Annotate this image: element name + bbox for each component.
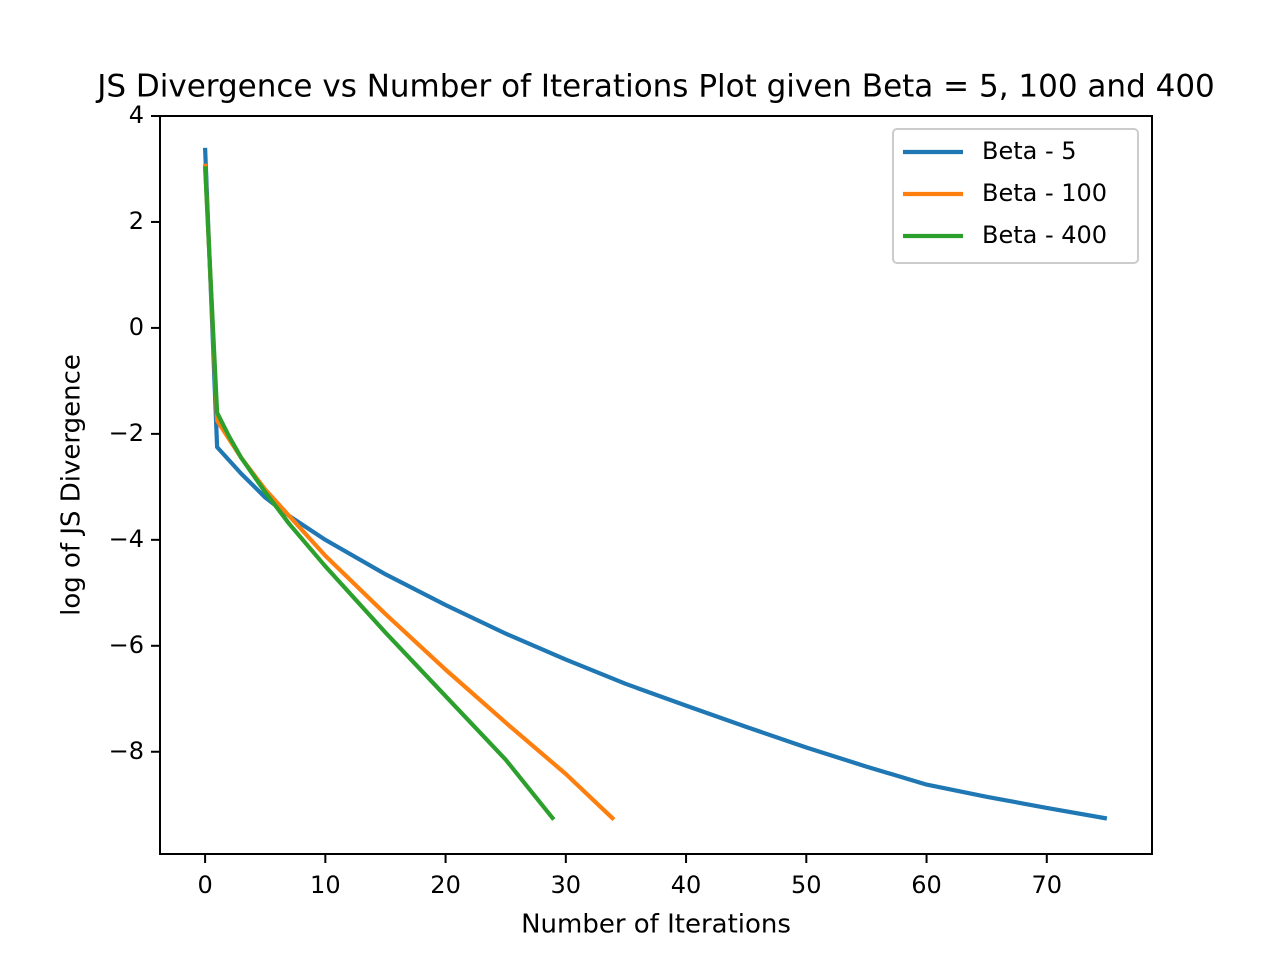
y-tick-label: 4 bbox=[129, 101, 144, 129]
x-tick-label: 50 bbox=[791, 871, 822, 899]
y-tick-label: 2 bbox=[129, 207, 144, 235]
legend-label: Beta - 5 bbox=[982, 137, 1077, 165]
x-tick-label: 70 bbox=[1032, 871, 1063, 899]
legend-label: Beta - 100 bbox=[982, 179, 1107, 207]
x-tick-label: 30 bbox=[551, 871, 582, 899]
x-tick-label: 10 bbox=[310, 871, 341, 899]
x-tick-label: 40 bbox=[671, 871, 702, 899]
y-tick-label: −6 bbox=[109, 631, 144, 659]
chart-title: JS Divergence vs Number of Iterations Pl… bbox=[95, 69, 1215, 105]
x-tick-label: 0 bbox=[197, 871, 212, 899]
y-tick-label: −8 bbox=[109, 737, 144, 765]
series-line bbox=[202, 166, 556, 821]
y-tick-label: −2 bbox=[109, 419, 144, 447]
y-axis-label: log of JS Divergence bbox=[57, 354, 87, 616]
legend-label: Beta - 400 bbox=[982, 221, 1107, 249]
y-tick-label: −4 bbox=[109, 525, 144, 553]
x-tick-label: 60 bbox=[911, 871, 942, 899]
series-line bbox=[202, 147, 1108, 821]
x-axis-label: Number of Iterations bbox=[521, 910, 791, 940]
x-tick-label: 20 bbox=[430, 871, 461, 899]
legend-box bbox=[892, 128, 1139, 264]
plot-frame bbox=[159, 115, 1153, 855]
y-tick-label: 0 bbox=[129, 313, 144, 341]
